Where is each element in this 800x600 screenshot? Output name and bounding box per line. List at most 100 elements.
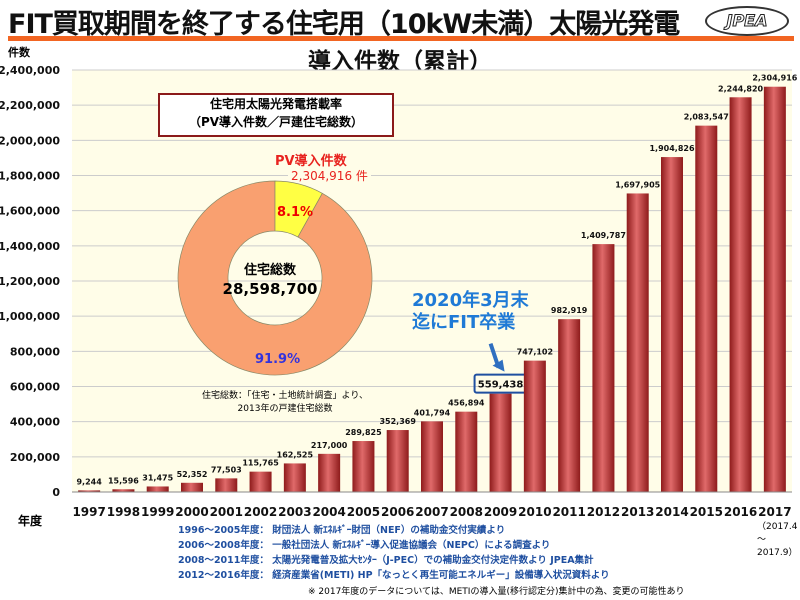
value-label: 77,503: [211, 465, 242, 474]
callout-text: 2020年3月末 迄にFIT卒業: [412, 290, 529, 334]
x-tick-label: 2015: [690, 505, 723, 519]
x-tick-label: 2000: [175, 505, 208, 519]
x-tick-label: 2009: [484, 505, 517, 519]
value-label: 9,244: [76, 477, 102, 486]
bar-1999: [146, 486, 169, 492]
inset-title-line2: （PV導入件数／戸建住宅総数）: [188, 115, 364, 129]
inset-note-line1: 住宅総数：「住宅・土地統計調査」より、: [202, 391, 368, 401]
bar-2017: [763, 86, 786, 492]
value-label: 15,596: [108, 476, 139, 485]
bar-2014: [661, 157, 683, 492]
bar-2001: [215, 478, 238, 492]
bar-2013: [626, 193, 649, 492]
value-label: 1,904,826: [649, 144, 694, 153]
value-label: 31,475: [142, 473, 173, 482]
y-tick-label: 2,400,000: [0, 64, 60, 77]
y-tick-label: 1,800,000: [0, 170, 60, 183]
x-tick-label: 2014: [655, 505, 688, 519]
bar-2002: [249, 471, 272, 492]
period-note: （2017.4 ～2017.9）: [757, 521, 800, 560]
bar-2015: [695, 125, 718, 493]
y-tick-label: 600,000: [10, 381, 60, 394]
bar-2010: [523, 360, 546, 492]
donut-center: 住宅総数 28,598,700: [210, 262, 330, 298]
x-tick-label: 2013: [621, 505, 654, 519]
inset-title-box: 住宅用太陽光発電搭載率 （PV導入件数／戸建住宅総数）: [158, 93, 394, 137]
x-tick-label: 2017: [758, 505, 791, 519]
value-label: 982,919: [551, 306, 588, 315]
y-tick-label: 1,400,000: [0, 240, 60, 253]
value-label: 2,083,547: [684, 113, 729, 122]
bar-1998: [112, 489, 135, 492]
x-tick-label: 1997: [72, 505, 105, 519]
inset-note-line2: 2013年の戸建住宅総数: [237, 404, 333, 414]
bar-2004: [318, 453, 341, 492]
x-tick-label: 2003: [278, 505, 311, 519]
bar-2000: [181, 482, 203, 492]
x-tick-label: 2005: [347, 505, 380, 519]
period-line1: （2017.4: [757, 522, 798, 532]
value-label: 352,369: [379, 417, 416, 426]
x-tick-label: 2012: [587, 505, 620, 519]
x-tick-label: 2001: [210, 505, 243, 519]
x-tick-label: 2016: [724, 505, 757, 519]
bar-1997: [78, 490, 101, 492]
callout-line2: 迄にFIT卒業: [412, 312, 516, 333]
footnote: ※ 2017年度のデータについては、METIの導入量(移行認定分)集計中の為、変…: [308, 587, 685, 597]
y-tick-label: 800,000: [10, 345, 60, 358]
value-label: 52,352: [177, 470, 208, 479]
callout-arrow-head: [492, 359, 505, 372]
jpea-logo: JPEA: [705, 6, 789, 36]
period-line2: ～2017.9）: [757, 535, 798, 558]
pv-label: PV導入件数: [275, 154, 347, 169]
note: 2006～2008年度： 一般社団法人 新ｴﾈﾙｷﾞｰ導入促進協議会（NEPC）…: [178, 540, 551, 551]
donut-slice-pv: [274, 180, 323, 238]
y-tick-label: 0: [52, 486, 60, 499]
y-tick-label: 1,600,000: [0, 205, 60, 218]
y-axis-label: 件数: [8, 46, 30, 59]
y-tick-label: 2,000,000: [0, 134, 60, 147]
value-label: 162,525: [277, 450, 314, 459]
y-tick-label: 200,000: [10, 451, 60, 464]
value-label: 115,765: [242, 459, 279, 468]
pv-value: 2,304,916 件: [288, 167, 371, 184]
inset-note: 住宅総数：「住宅・土地統計調査」より、 2013年の戸建住宅総数: [185, 390, 385, 416]
value-label: 1,697,905: [615, 180, 660, 189]
center-label: 住宅総数: [243, 263, 296, 278]
value-label: 2,244,820: [718, 84, 763, 93]
value-label: 289,825: [345, 428, 382, 437]
title-divider: [8, 36, 794, 41]
bar-2009: [489, 393, 512, 492]
bar-2005: [352, 441, 375, 492]
callout-line1: 2020年3月末: [412, 290, 529, 311]
y-tick-label: 1,000,000: [0, 310, 60, 323]
x-tick-label: 2004: [312, 505, 345, 519]
donut-slice-other: [177, 180, 373, 376]
x-tick-label: 2008: [450, 505, 483, 519]
pv-percent: 8.1%: [277, 205, 314, 220]
bar-2006: [386, 430, 409, 492]
y-tick-label: 400,000: [10, 416, 60, 429]
x-tick-label: 2006: [381, 505, 414, 519]
x-tick-label: 1999: [141, 505, 174, 519]
x-tick-label: 1998: [107, 505, 140, 519]
bar-2003: [283, 463, 306, 492]
bar-2012: [592, 244, 615, 492]
y-tick-label: 2,200,000: [0, 99, 60, 112]
bar-2008: [455, 411, 478, 492]
center-value: 28,598,700: [222, 280, 318, 298]
x-tick-label: 2007: [415, 505, 448, 519]
value-label: 559,438: [478, 380, 524, 391]
value-label: 217,000: [311, 441, 348, 450]
x-tick-label: 2011: [552, 505, 585, 519]
x-axis-label: 年度: [18, 514, 43, 528]
bar-2007: [421, 421, 443, 492]
value-label: 2,304,916: [752, 74, 797, 83]
bar-2011: [558, 319, 581, 492]
other-percent: 91.9%: [255, 352, 301, 367]
note: 2008～2011年度： 太陽光発電普及拡大ｾﾝﾀｰ（J-PEC）での補助金交付…: [178, 555, 594, 566]
x-tick-label: 2002: [244, 505, 277, 519]
note: 2012～2016年度： 経済産業省(METI) HP「なっとく再生可能エネルギ…: [178, 570, 610, 581]
value-label: 747,102: [517, 348, 553, 357]
